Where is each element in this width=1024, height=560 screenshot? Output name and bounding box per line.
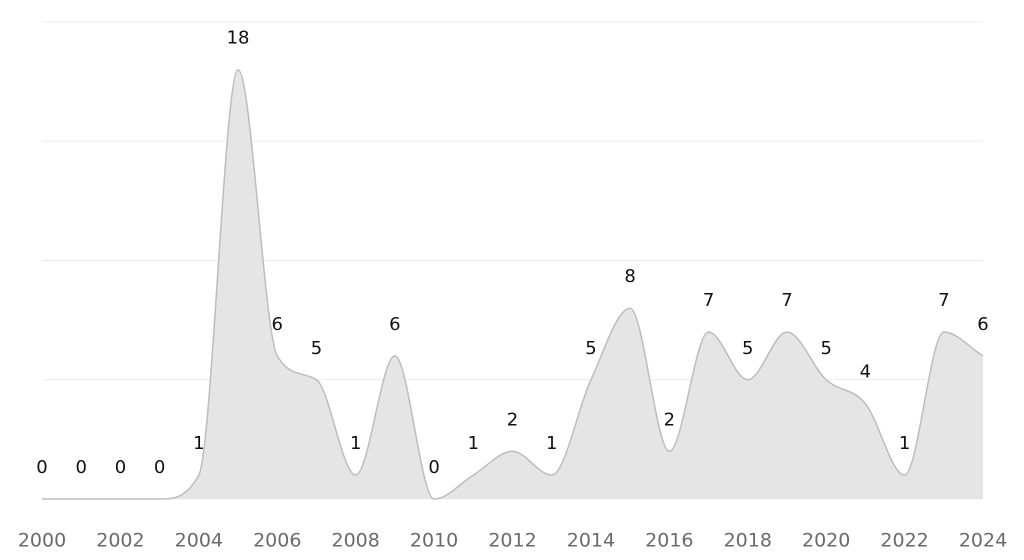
x-tick-label: 2008	[331, 530, 379, 552]
x-tick-label: 2022	[880, 530, 928, 552]
value-label: 7	[938, 290, 949, 311]
value-label: 0	[36, 457, 47, 478]
value-label: 1	[899, 433, 910, 454]
value-label: 5	[311, 338, 322, 359]
x-tick-label: 2024	[959, 530, 1007, 552]
value-label: 0	[154, 457, 165, 478]
value-label: 18	[227, 28, 250, 49]
x-tick-label: 2002	[96, 530, 144, 552]
value-label: 7	[703, 290, 714, 311]
value-label: 7	[781, 290, 792, 311]
value-label: 2	[664, 409, 675, 430]
value-label: 5	[742, 338, 753, 359]
x-tick-label: 2016	[645, 530, 693, 552]
value-label: 0	[428, 457, 439, 478]
x-tick-label: 2004	[175, 530, 223, 552]
value-label: 1	[546, 433, 557, 454]
value-label: 5	[820, 338, 831, 359]
value-label: 5	[585, 338, 596, 359]
x-tick-label: 2012	[488, 530, 536, 552]
value-label: 2	[507, 409, 518, 430]
value-label: 1	[468, 433, 479, 454]
value-label: 6	[272, 314, 283, 335]
value-label: 6	[977, 314, 988, 335]
x-tick-label: 2018	[724, 530, 772, 552]
x-tick-label: 2006	[253, 530, 301, 552]
area	[42, 69, 983, 499]
area-line	[42, 68, 984, 500]
value-label: 6	[389, 314, 400, 335]
value-label: 1	[350, 433, 361, 454]
value-label: 1	[193, 433, 204, 454]
value-label: 0	[75, 457, 86, 478]
value-label: 8	[624, 266, 635, 287]
value-label: 0	[115, 457, 126, 478]
value-label: 4	[860, 362, 871, 383]
x-tick-label: 2020	[802, 530, 850, 552]
x-tick-label: 2010	[410, 530, 458, 552]
x-tick-label: 2000	[18, 530, 66, 552]
x-tick-label: 2014	[567, 530, 615, 552]
